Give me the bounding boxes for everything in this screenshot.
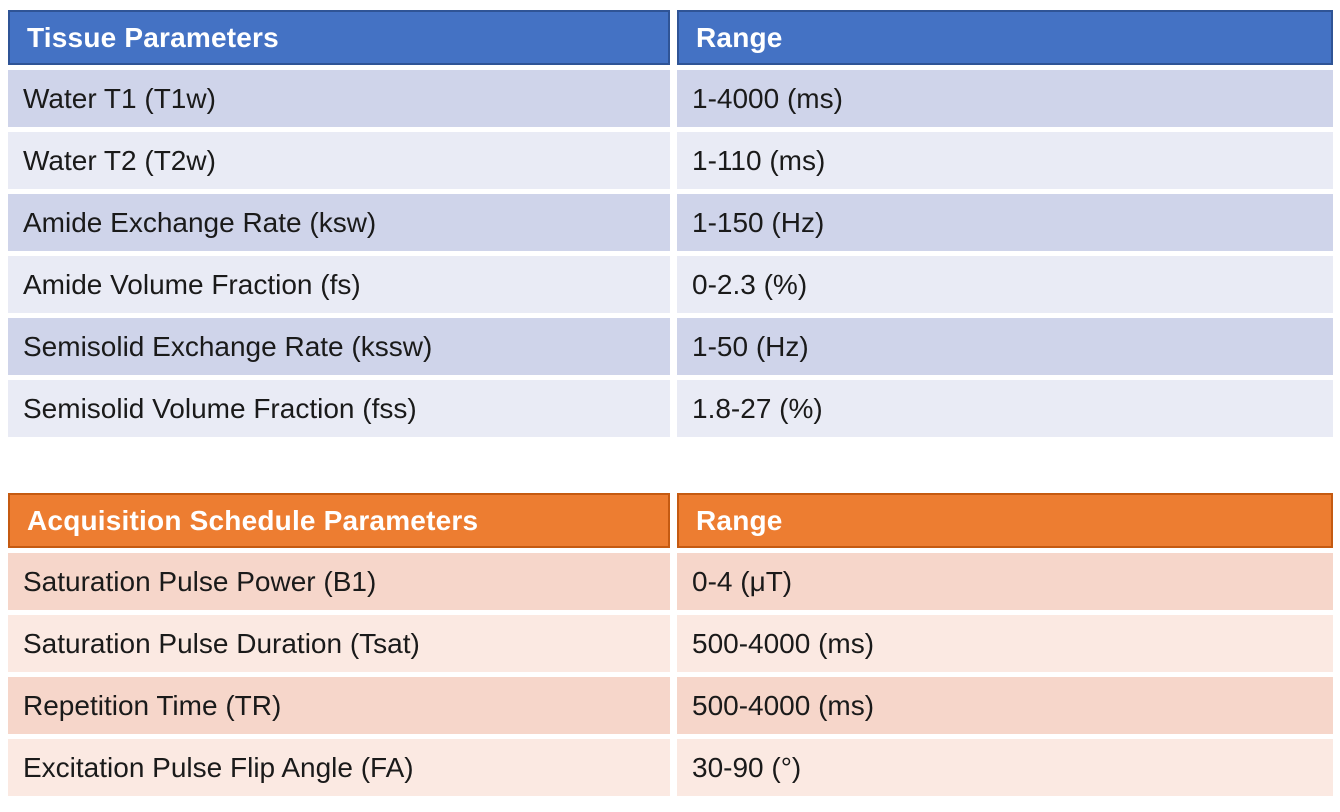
range-cell: 1-150 (Hz) — [677, 194, 1333, 251]
param-cell: Amide Volume Fraction (fs) — [8, 256, 670, 313]
tissue-parameters-table: Tissue Parameters Range Water T1 (T1w) 1… — [8, 10, 1333, 437]
param-cell: Water T1 (T1w) — [8, 70, 670, 127]
range-cell: 500-4000 (ms) — [677, 677, 1333, 734]
param-cell: Semisolid Volume Fraction (fss) — [8, 380, 670, 437]
param-cell: Amide Exchange Rate (ksw) — [8, 194, 670, 251]
range-cell: 500-4000 (ms) — [677, 615, 1333, 672]
range-cell: 1-50 (Hz) — [677, 318, 1333, 375]
tissue-header-parameter: Tissue Parameters — [8, 10, 670, 65]
range-cell: 1.8-27 (%) — [677, 380, 1333, 437]
param-cell: Saturation Pulse Power (B1) — [8, 553, 670, 610]
param-cell: Saturation Pulse Duration (Tsat) — [8, 615, 670, 672]
range-cell: 1-4000 (ms) — [677, 70, 1333, 127]
acquisition-header-range: Range — [677, 493, 1333, 548]
range-cell: 0-4 (μT) — [677, 553, 1333, 610]
param-cell: Repetition Time (TR) — [8, 677, 670, 734]
range-cell: 30-90 (°) — [677, 739, 1333, 796]
range-cell: 0-2.3 (%) — [677, 256, 1333, 313]
param-cell: Semisolid Exchange Rate (kssw) — [8, 318, 670, 375]
param-cell: Excitation Pulse Flip Angle (FA) — [8, 739, 670, 796]
acquisition-schedule-parameters-table: Acquisition Schedule Parameters Range Sa… — [8, 493, 1333, 796]
range-cell: 1-110 (ms) — [677, 132, 1333, 189]
acquisition-header-parameter: Acquisition Schedule Parameters — [8, 493, 670, 548]
param-cell: Water T2 (T2w) — [8, 132, 670, 189]
tissue-header-range: Range — [677, 10, 1333, 65]
table-spacer — [8, 437, 1333, 493]
